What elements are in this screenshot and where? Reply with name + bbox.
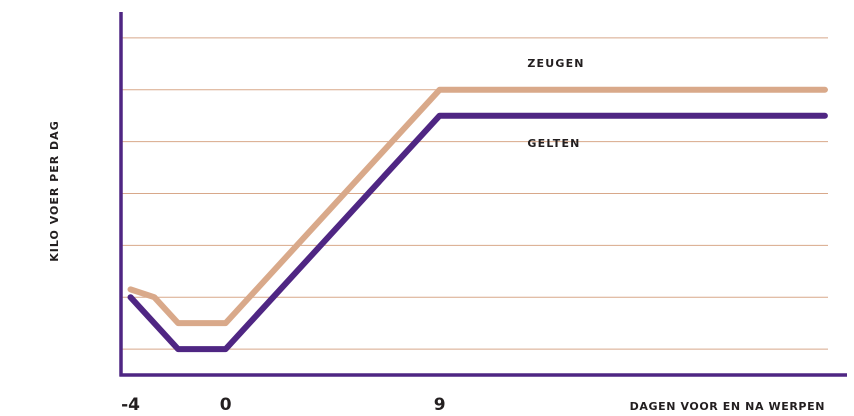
x-tick-labels: -4 0 9 [121, 395, 445, 415]
x-axis-label: DAGEN VOOR EN NA WERPEN [630, 400, 825, 413]
y-axis-label: KILO VOER PER DAG [48, 120, 61, 261]
x-tick-label: 9 [434, 395, 446, 415]
x-tick-label: -4 [121, 395, 140, 415]
series-group [127, 86, 828, 353]
x-tick-label: 0 [220, 395, 232, 415]
series-label-zeugen: ZEUGEN [527, 57, 584, 70]
series-label-gelten: GELTEN [527, 137, 580, 150]
series-line-zeugen [127, 86, 828, 327]
grid-lines [121, 37, 828, 350]
series-line-gelten [127, 112, 828, 353]
